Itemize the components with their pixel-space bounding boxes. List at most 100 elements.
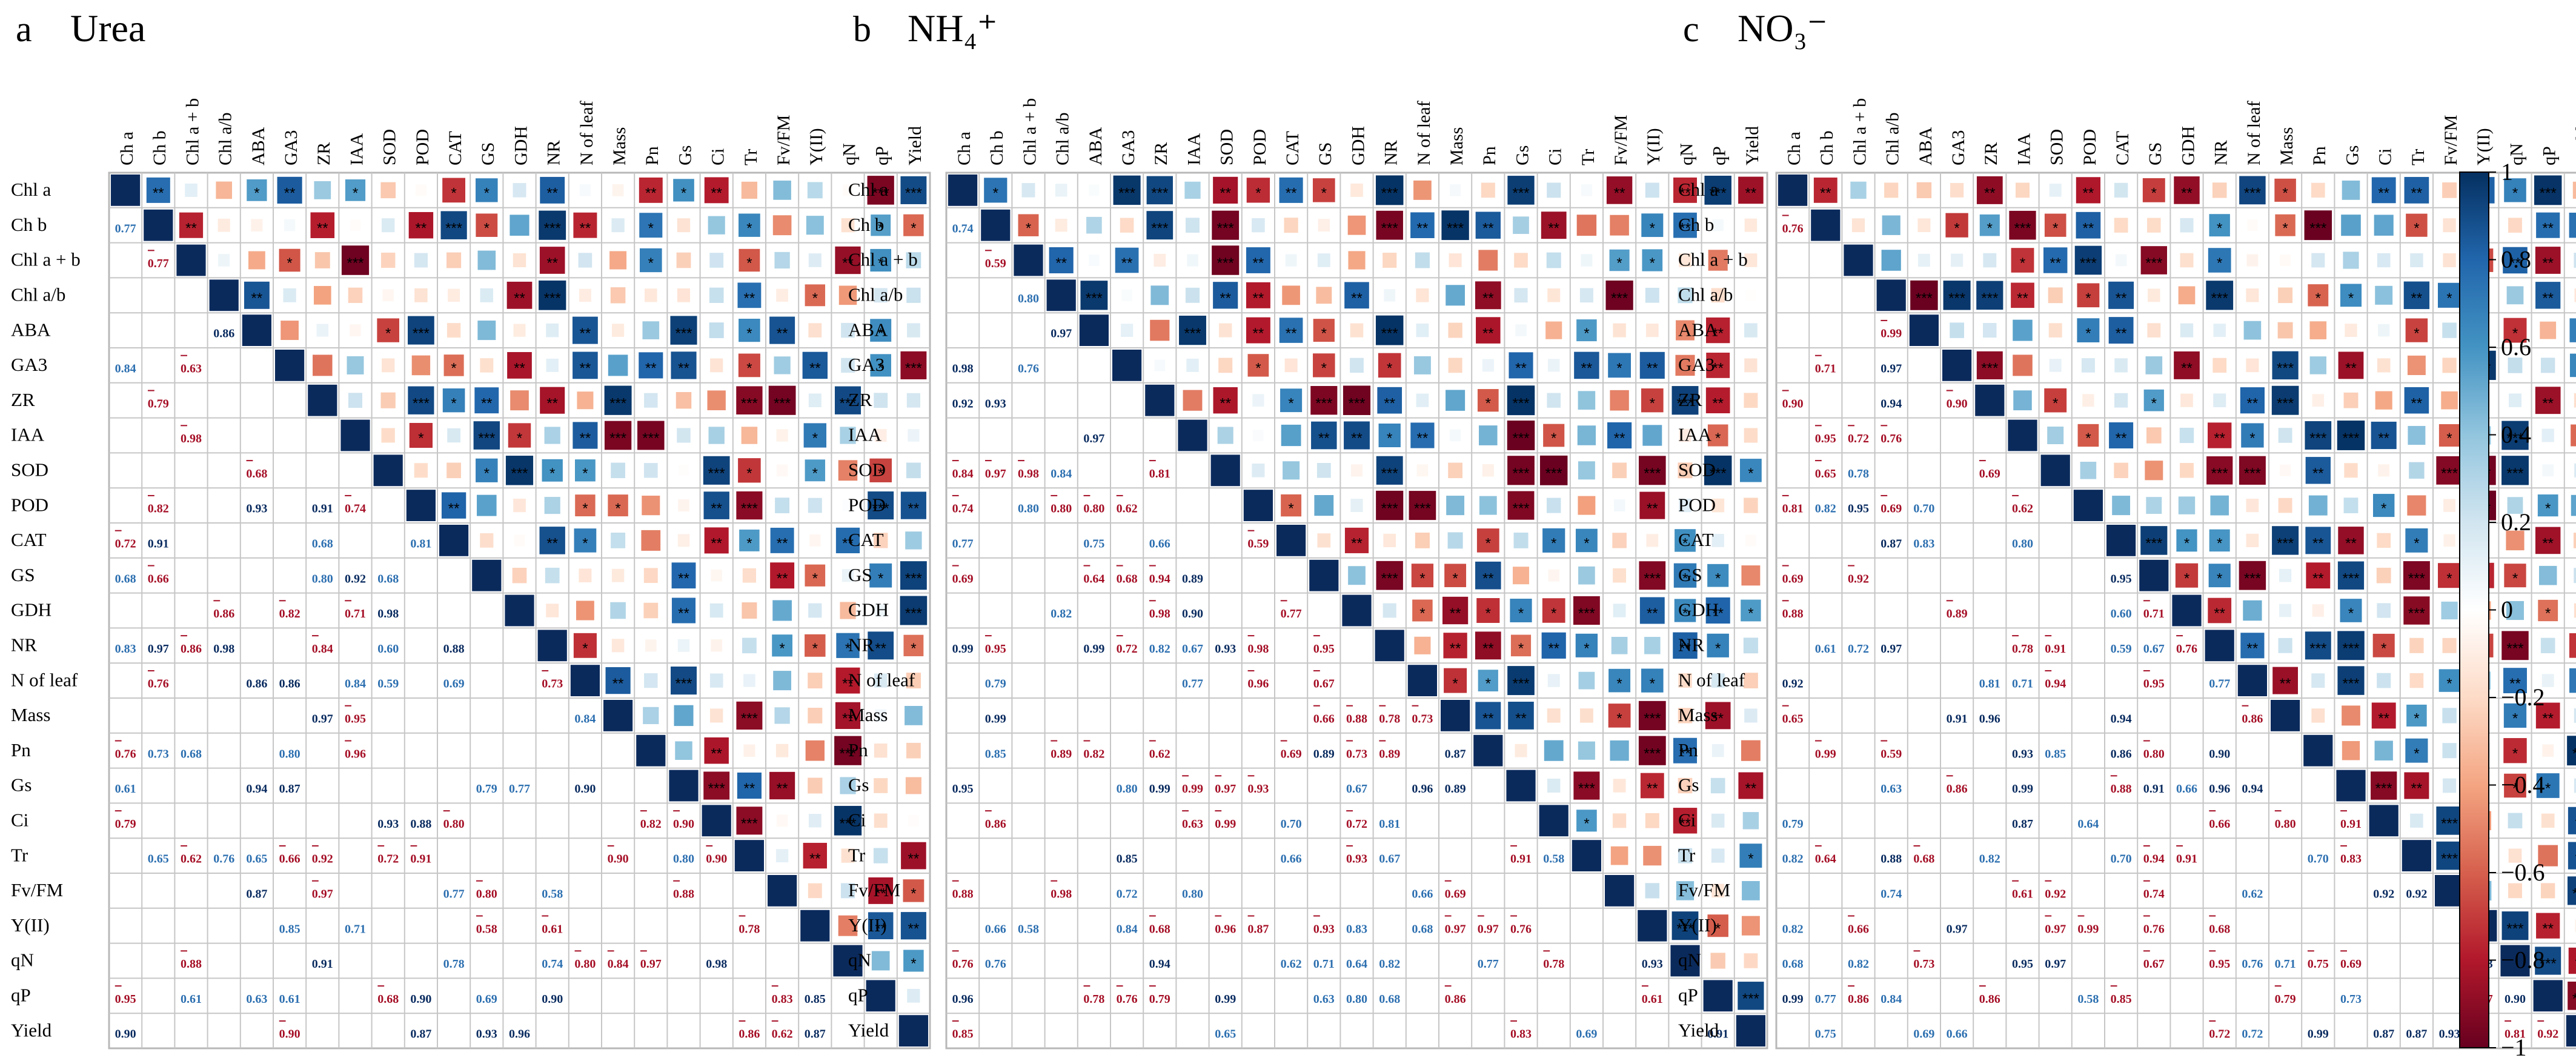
correlation-square — [2506, 601, 2525, 620]
correlation-square — [774, 251, 790, 269]
correlation-square — [1546, 252, 1561, 268]
correlation-square — [2108, 281, 2134, 309]
significance-stars: ** — [2575, 816, 2576, 832]
significance-stars: ** — [1712, 395, 1724, 411]
correlation-square — [247, 179, 267, 201]
significance-stars: ** — [2509, 676, 2521, 692]
significance-stars: *** — [2014, 220, 2031, 236]
correlation-square — [710, 708, 723, 723]
correlation-square — [874, 744, 888, 758]
correlation-value: 0.71 — [345, 607, 366, 620]
correlation-square — [1514, 253, 1528, 268]
correlation-square — [2148, 288, 2160, 302]
correlation-square — [1218, 358, 1233, 373]
correlation-square — [2175, 563, 2199, 588]
correlation-square — [1547, 393, 1561, 408]
correlation-square — [2534, 175, 2562, 205]
correlation-square — [2049, 184, 2062, 197]
row-label: Y(II) — [1678, 914, 1717, 936]
correlation-value: 0.78 — [1848, 467, 1869, 481]
significance-stars: * — [779, 640, 785, 657]
correlation-square — [2180, 253, 2194, 268]
diagonal-cell — [176, 244, 206, 276]
correlation-square — [2082, 394, 2094, 407]
correlation-square — [546, 323, 559, 338]
correlation-square — [738, 458, 761, 483]
correlation-square — [1441, 210, 1469, 241]
correlation-square — [1383, 603, 1396, 618]
correlation-square — [708, 216, 725, 235]
correlation-square — [2501, 421, 2529, 450]
significance-stars: * — [1321, 185, 1327, 202]
correlation-square — [283, 288, 296, 302]
significance-stars: * — [582, 640, 588, 657]
correlation-square — [573, 351, 598, 379]
row-label: Yield — [848, 1019, 889, 1040]
correlation-square — [1482, 464, 1494, 477]
correlation-square — [808, 777, 823, 794]
column-label: ABA — [1086, 127, 1106, 165]
row-label: CAT — [11, 529, 47, 550]
correlation-square — [576, 601, 594, 620]
diagonal-cell — [2402, 840, 2431, 871]
correlation-square — [408, 316, 434, 345]
significance-stars: ** — [2247, 395, 2259, 411]
correlation-square — [2337, 666, 2365, 695]
correlation-value: 0.89 — [1947, 607, 1968, 620]
correlation-square — [1186, 358, 1199, 372]
correlation-square — [1613, 604, 1626, 617]
correlation-value: 0.92 — [1848, 572, 1869, 585]
correlation-square — [2246, 288, 2259, 302]
significance-stars: * — [254, 185, 259, 202]
significance-stars: ** — [678, 605, 689, 622]
significance-stars: ** — [185, 220, 197, 236]
correlation-value: 0.66 — [2209, 817, 2230, 831]
correlation-square — [1217, 427, 1233, 444]
correlation-value: 0.63 — [1881, 782, 1902, 796]
column-label: POD — [413, 129, 433, 165]
correlation-square — [284, 219, 296, 231]
significance-stars: * — [911, 956, 916, 972]
correlation-square — [870, 319, 892, 342]
significance-stars: * — [2446, 290, 2452, 307]
row-label: IAA — [1678, 424, 1712, 445]
correlation-square — [1706, 352, 1730, 378]
correlation-square — [251, 219, 263, 231]
correlation-value: 0.83 — [2340, 853, 2362, 866]
correlation-value: 0.81 — [1149, 467, 1170, 481]
correlation-square — [2076, 177, 2101, 204]
significance-stars: ** — [1614, 430, 1625, 447]
diagonal-cell — [439, 525, 469, 556]
correlation-square — [908, 815, 919, 827]
correlation-square — [2013, 319, 2033, 341]
correlation-square — [1711, 673, 1725, 688]
significance-stars: *** — [1184, 325, 1201, 342]
significance-stars: *** — [1381, 570, 1398, 587]
significance-stars: *** — [609, 430, 626, 447]
significance-stars: * — [1954, 220, 1959, 236]
significance-stars: * — [1748, 851, 1753, 867]
correlation-value: 0.95 — [2111, 572, 2132, 585]
correlation-value: 0.93 — [1215, 642, 1236, 656]
correlation-value: 0.87 — [2406, 1028, 2427, 1041]
correlation-square — [677, 428, 691, 443]
diagonal-cell — [373, 454, 403, 487]
correlation-value: 0.76 — [952, 957, 974, 971]
correlation-square — [1542, 528, 1565, 553]
row-label: qN — [848, 950, 871, 971]
correlation-square — [874, 428, 887, 442]
correlation-square — [2243, 600, 2262, 621]
correlation-square — [2209, 214, 2230, 237]
significance-stars: *** — [544, 290, 561, 307]
correlation-square — [1515, 324, 1527, 336]
correlation-square — [2574, 253, 2576, 268]
diagonal-cell — [768, 875, 797, 907]
significance-stars: ** — [2542, 395, 2554, 411]
correlation-square — [1415, 532, 1430, 548]
correlation-square — [1707, 633, 1729, 657]
row-label: N of leaf — [11, 669, 78, 690]
correlation-value: 0.89 — [1182, 572, 1203, 585]
significance-stars: ** — [875, 920, 886, 937]
correlation-value: 0.78 — [443, 957, 465, 971]
correlation-square — [2311, 708, 2325, 723]
